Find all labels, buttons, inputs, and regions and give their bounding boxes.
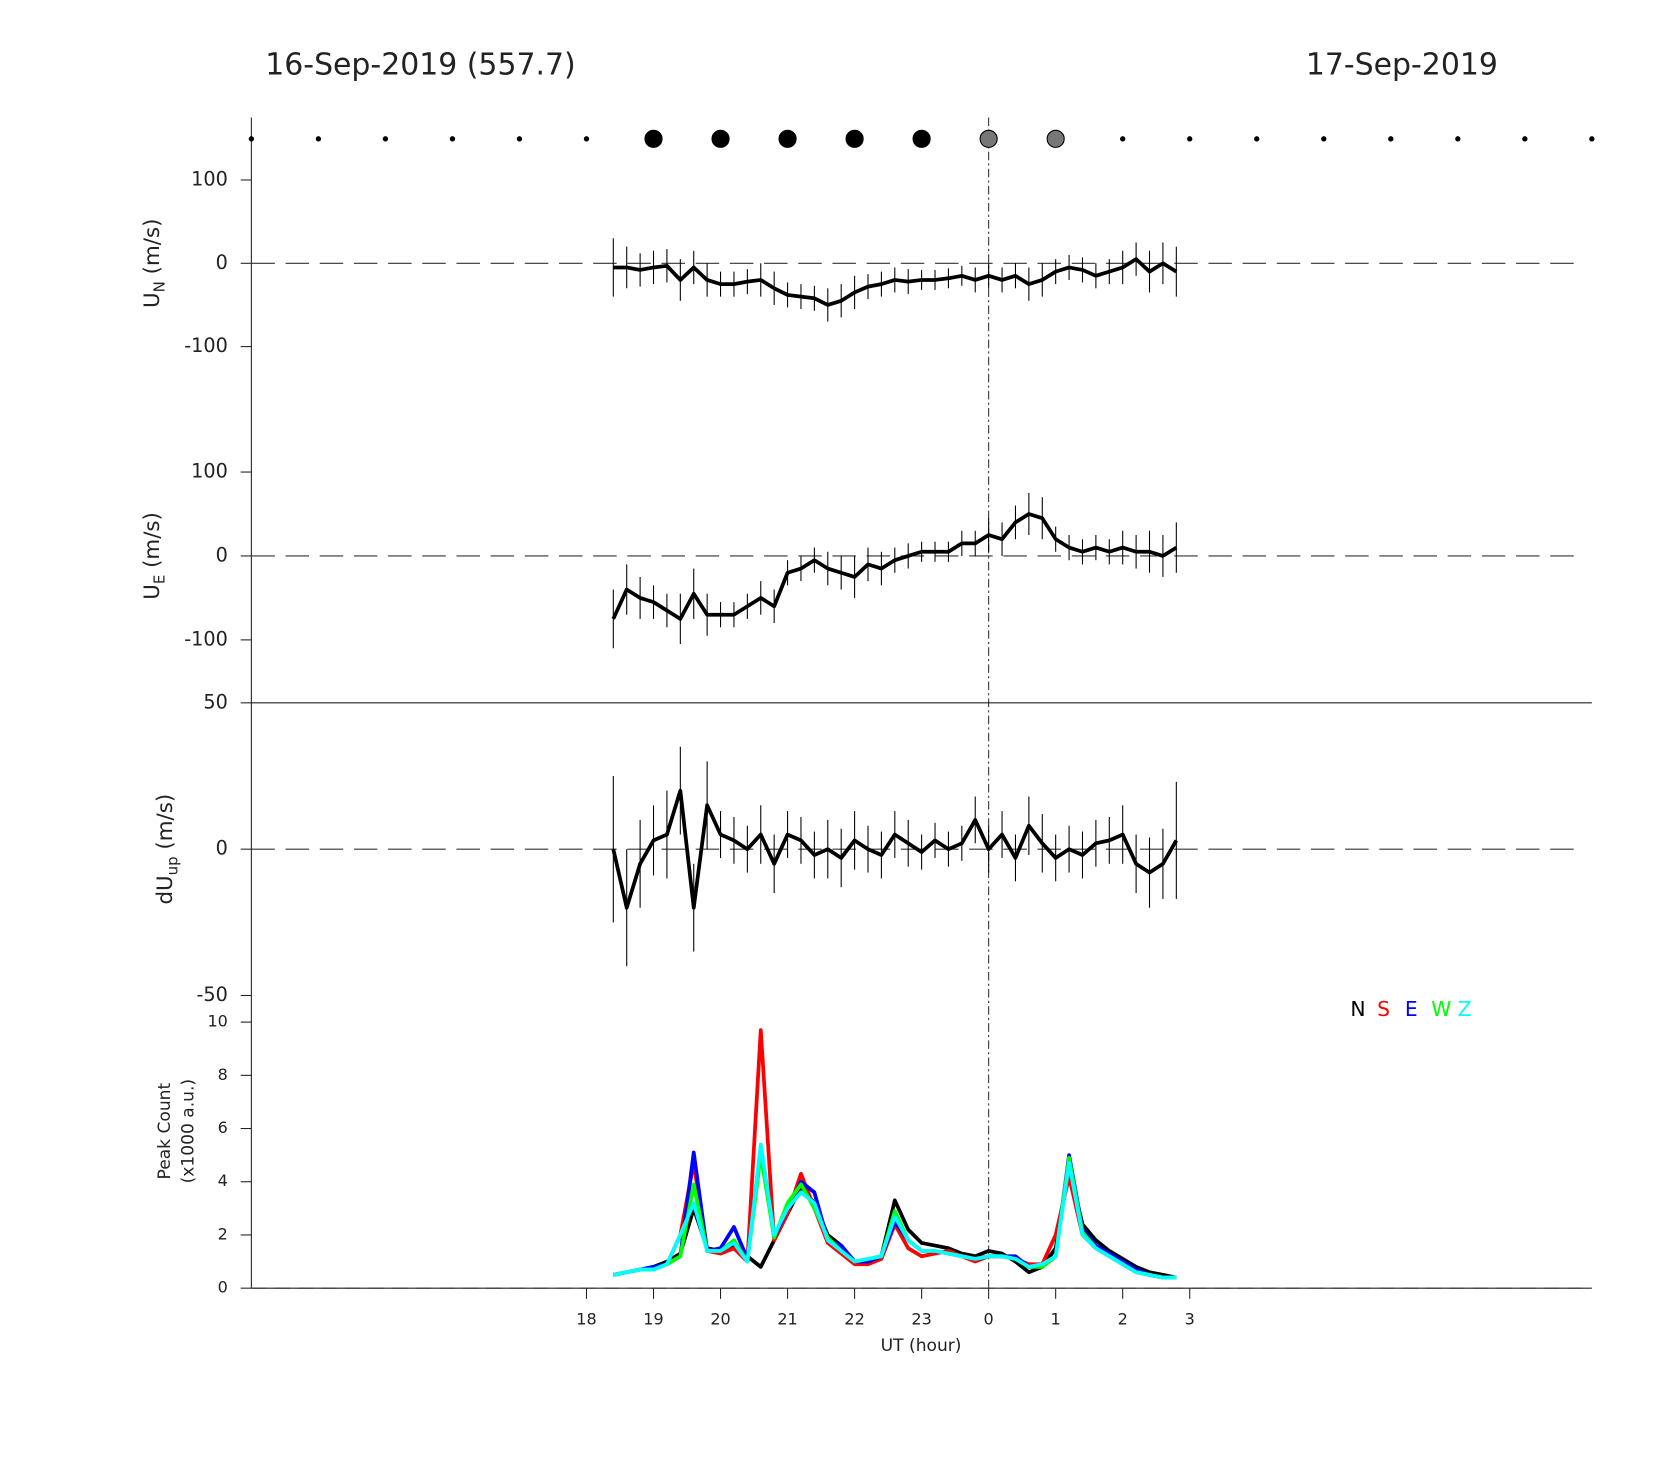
y-tick-label: 8 bbox=[218, 1065, 228, 1084]
sky-marker bbox=[1046, 129, 1065, 148]
y-label-main: U bbox=[140, 584, 165, 600]
x-tick-label: 22 bbox=[844, 1310, 864, 1329]
sky-marker bbox=[516, 136, 523, 142]
wind-line bbox=[611, 512, 1178, 621]
wind-line bbox=[613, 257, 1178, 307]
x-tick-label: 21 bbox=[777, 1310, 797, 1329]
x-tick-label: 20 bbox=[710, 1310, 730, 1329]
y-label-sub: up bbox=[163, 856, 181, 875]
sky-marker bbox=[1321, 136, 1327, 142]
y-tick-label: 0 bbox=[218, 1278, 228, 1297]
y-tick-label: 10 bbox=[207, 1012, 227, 1031]
sky-marker bbox=[449, 136, 456, 142]
y-tick-label: 6 bbox=[218, 1118, 228, 1137]
y-tick-label: -100 bbox=[184, 627, 228, 650]
y-label-unit: (m/s) bbox=[140, 512, 165, 575]
sky-marker bbox=[644, 129, 663, 148]
right-title: 17-Sep-2019 bbox=[1306, 48, 1498, 83]
legend-label: N bbox=[1350, 997, 1365, 1021]
y-tick-label: 4 bbox=[218, 1171, 228, 1190]
x-axis-label: UT (hour) bbox=[881, 1336, 962, 1356]
sky-marker bbox=[912, 129, 931, 148]
sky-marker bbox=[1522, 136, 1528, 142]
legend-label: E bbox=[1405, 997, 1418, 1021]
y-tick-label: -50 bbox=[196, 983, 227, 1006]
left-title: 16-Sep-2019 (557.7) bbox=[265, 48, 575, 83]
y-tick-label: -100 bbox=[184, 334, 228, 357]
y-tick-label: 0 bbox=[216, 251, 228, 274]
sky-marker bbox=[248, 136, 255, 142]
x-tick-label: 3 bbox=[1185, 1310, 1195, 1329]
y-tick-label: 100 bbox=[191, 460, 228, 483]
legend-label: W bbox=[1431, 997, 1451, 1021]
sky-marker bbox=[1589, 136, 1595, 142]
y-label-sub: N bbox=[151, 281, 169, 292]
x-tick-label: 18 bbox=[576, 1310, 596, 1329]
legend-label: Z bbox=[1458, 997, 1472, 1021]
y-tick-label: 0 bbox=[216, 543, 228, 566]
sky-marker bbox=[778, 129, 797, 148]
x-tick-label: 19 bbox=[643, 1310, 663, 1329]
y-tick-label: 100 bbox=[191, 167, 228, 190]
y-axis-label: UN (m/s) bbox=[140, 219, 168, 308]
sky-marker bbox=[845, 129, 864, 148]
sky-marker bbox=[1120, 136, 1126, 142]
y-label-main: dU bbox=[153, 875, 178, 904]
y-axis-label: (x1000 a.u.) bbox=[178, 1079, 198, 1183]
sky-marker bbox=[979, 129, 998, 148]
sky-marker bbox=[1187, 136, 1193, 142]
y-label-unit: (m/s) bbox=[153, 794, 178, 857]
y-tick-label: 0 bbox=[216, 837, 228, 860]
count-line bbox=[612, 1142, 1177, 1280]
y-axis-label: UE (m/s) bbox=[140, 512, 168, 600]
y-tick-label: 2 bbox=[218, 1224, 228, 1243]
y-label-unit: (m/s) bbox=[140, 219, 165, 282]
y-axis-label: dUup (m/s) bbox=[153, 794, 181, 905]
x-tick-label: 23 bbox=[911, 1310, 931, 1329]
wind-line bbox=[611, 788, 1178, 910]
sky-marker bbox=[382, 136, 389, 142]
x-tick-label: 1 bbox=[1051, 1310, 1061, 1329]
sky-marker bbox=[1455, 136, 1461, 142]
sky-marker bbox=[315, 136, 322, 142]
x-tick-label: 2 bbox=[1118, 1310, 1128, 1329]
y-axis-label: Peak Count bbox=[155, 1083, 175, 1180]
legend-label: S bbox=[1377, 997, 1390, 1021]
x-tick-label: 0 bbox=[984, 1310, 994, 1329]
sky-marker bbox=[1388, 136, 1394, 142]
sky-marker bbox=[583, 136, 590, 142]
y-label-main: U bbox=[140, 292, 165, 308]
sky-marker bbox=[711, 129, 730, 148]
y-label-sub: E bbox=[151, 575, 169, 584]
sky-marker bbox=[1254, 136, 1260, 142]
y-tick-label: 50 bbox=[203, 690, 227, 713]
